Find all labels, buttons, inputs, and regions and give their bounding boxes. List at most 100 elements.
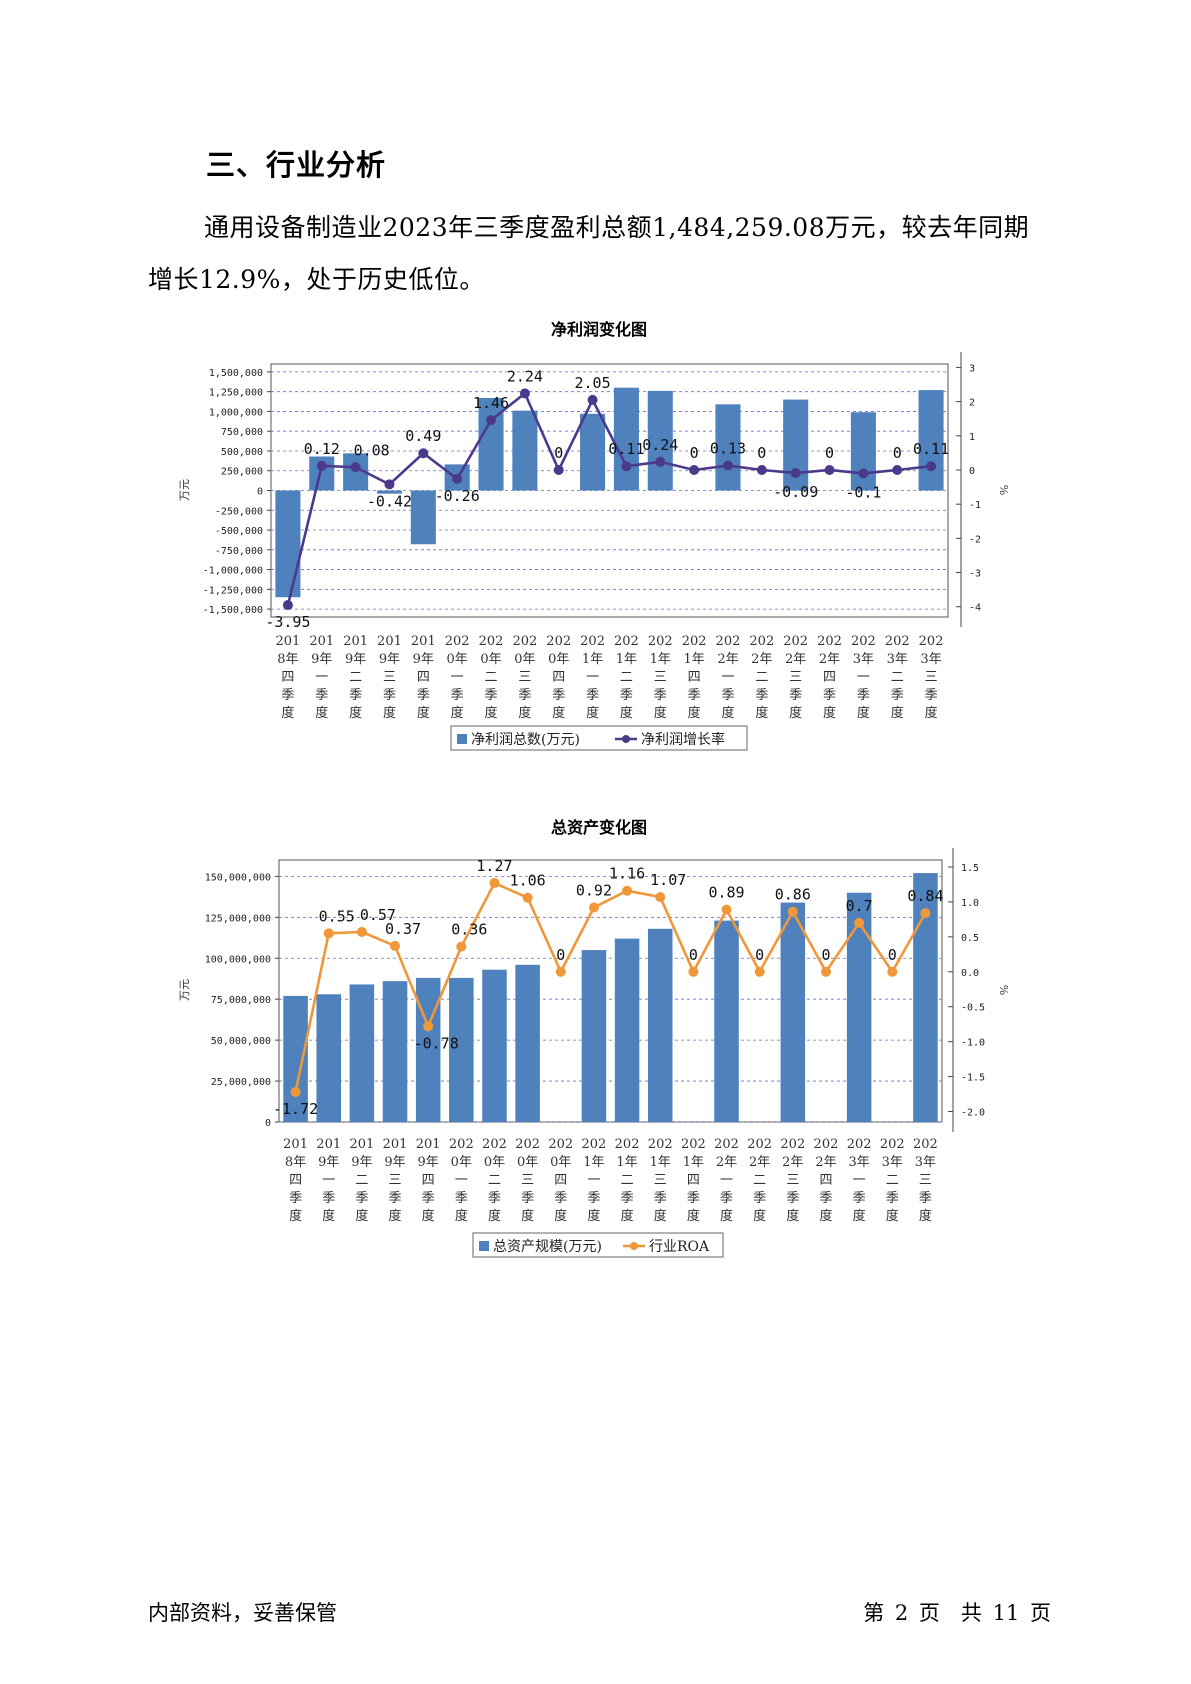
x-tick-label: 202 (615, 1137, 640, 1152)
x-tick-label: 四 (819, 1173, 832, 1188)
data-label: 1.46 (473, 394, 509, 412)
x-tick-label: 201 (276, 634, 301, 649)
y2-tick-label: -1.5 (961, 1073, 985, 1084)
data-label: 0 (755, 946, 764, 964)
x-tick-label: 0年 (517, 1155, 538, 1170)
y-tick-label: 250,000 (221, 467, 263, 478)
x-tick-label: 三 (654, 670, 667, 685)
line-point (688, 966, 699, 977)
bar (316, 994, 341, 1122)
x-tick-label: 度 (919, 1208, 932, 1224)
data-label: 0.12 (304, 440, 340, 458)
y2-tick-label: 1.5 (961, 863, 979, 874)
x-tick-label: 三 (789, 670, 802, 685)
x-tick-label: 三 (383, 670, 396, 685)
y2-tick-label: -4 (969, 603, 981, 614)
x-tick-label: 度 (383, 705, 396, 721)
legend-line-marker (630, 1242, 638, 1250)
x-tick-label: 季 (417, 688, 430, 703)
x-tick-label: 202 (548, 1137, 573, 1152)
x-tick-label: 四 (688, 670, 701, 685)
x-tick-label: 1年 (650, 652, 671, 667)
x-tick-label: 3年 (853, 652, 874, 667)
y-tick-label: -750,000 (215, 546, 263, 557)
line-point (588, 902, 599, 913)
data-label: 0 (556, 946, 565, 964)
data-label: 0 (690, 444, 699, 462)
x-tick-label: 202 (749, 634, 774, 649)
bar (382, 981, 408, 1122)
data-label: -0.26 (435, 487, 480, 505)
x-tick-label: 202 (512, 634, 537, 649)
data-label: 0 (689, 946, 698, 964)
x-tick-label: 二 (620, 670, 633, 685)
data-label: 0 (821, 946, 830, 964)
x-tick-label: 一 (586, 670, 599, 685)
line-point (316, 460, 327, 471)
data-label: 0 (757, 444, 766, 462)
x-tick-label: 度 (819, 1208, 832, 1224)
y-tick-label: 1,000,000 (209, 407, 263, 418)
x-tick-label: 9年 (311, 652, 332, 667)
x-tick-label: 202 (716, 634, 741, 649)
x-tick-label: 9年 (379, 652, 400, 667)
x-tick-label: 季 (355, 1191, 368, 1206)
bar (415, 977, 441, 1122)
y-tick-label: -250,000 (215, 506, 263, 517)
x-tick-label: 202 (482, 1137, 507, 1152)
bar (647, 928, 673, 1122)
line-point (486, 415, 497, 426)
x-tick-label: 度 (552, 705, 565, 721)
line-point (790, 468, 801, 479)
y-tick-label: 0 (265, 1118, 271, 1129)
bar (918, 390, 944, 491)
line-point (418, 448, 429, 459)
x-tick-label: 0年 (514, 652, 535, 667)
x-tick-label: 度 (488, 1208, 501, 1224)
x-tick-label: 度 (755, 705, 768, 721)
footer-page-number: 第 2 页 共 11 页 (863, 1601, 1051, 1625)
x-tick-label: 度 (586, 705, 599, 721)
x-tick-label: 季 (789, 688, 802, 703)
data-label: 0.7 (846, 897, 873, 915)
x-tick-label: 202 (479, 634, 504, 649)
x-tick-label: 季 (521, 1191, 534, 1206)
x-tick-label: 201 (343, 634, 368, 649)
x-tick-label: 季 (488, 1191, 501, 1206)
x-tick-label: 度 (451, 705, 464, 721)
x-tick-label: 四 (554, 1173, 567, 1188)
x-tick-label: 9年 (345, 652, 366, 667)
x-tick-label: 季 (925, 688, 938, 703)
line-point (622, 885, 633, 896)
x-tick-label: 度 (891, 705, 904, 721)
x-tick-label: 0年 (451, 1155, 472, 1170)
data-label: 1.07 (650, 871, 686, 889)
x-tick-label: 季 (422, 1191, 435, 1206)
x-tick-label: 202 (783, 634, 808, 649)
x-tick-label: 2年 (717, 652, 738, 667)
x-tick-label: 度 (485, 705, 498, 721)
y-tick-label: -1,250,000 (203, 585, 263, 596)
y-tick-label: 150,000,000 (205, 872, 271, 883)
x-tick-label: 二 (891, 670, 904, 685)
x-tick-label: 度 (518, 705, 531, 721)
bar (482, 969, 507, 1122)
data-label: 0.92 (576, 882, 612, 900)
bar (614, 938, 640, 1122)
y-tick-label: 500,000 (221, 447, 263, 458)
x-tick-label: 季 (687, 1191, 700, 1206)
bar (714, 920, 739, 1122)
series-line (294, 881, 927, 1093)
x-tick-label: 202 (919, 634, 944, 649)
x-tick-label: 季 (455, 1191, 468, 1206)
x-tick-label: 三 (521, 1173, 534, 1188)
x-tick-label: 一 (853, 1173, 866, 1188)
x-tick-label: 四 (687, 1173, 700, 1188)
line-point (356, 926, 367, 937)
data-label: 0.49 (405, 427, 441, 445)
bar (780, 902, 806, 1122)
x-tick-label: 3年 (887, 652, 908, 667)
summary-paragraph: 通用设备制造业2023年三季度盈利总额1,484,259.08万元，较去年同期增… (148, 213, 1030, 294)
data-label: -0.42 (367, 492, 412, 510)
x-tick-label: 度 (823, 705, 836, 721)
